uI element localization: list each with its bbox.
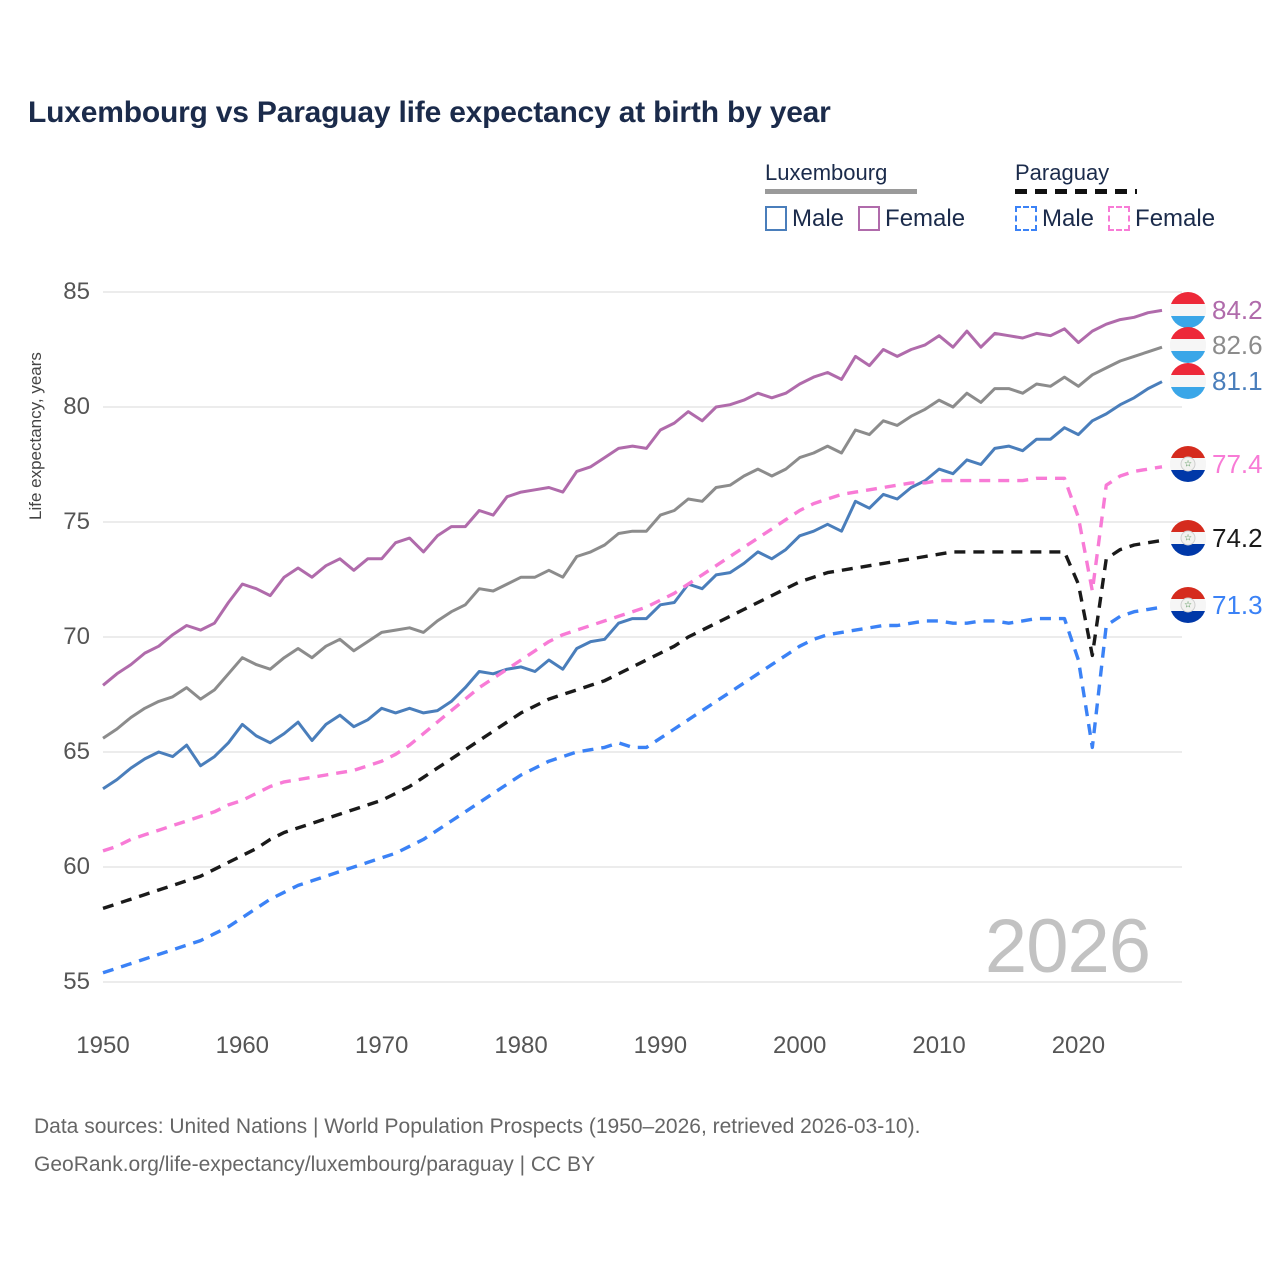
flag-stripe [1170,327,1206,339]
flag-stripe [1170,587,1206,599]
x-axis-tick-label: 1980 [494,1032,548,1059]
legend-swatch-icon [1108,206,1131,231]
legend-country-title: Paraguay [1015,160,1110,185]
x-axis-tick-label: 1990 [633,1032,688,1059]
legend-item-label: Female [1135,204,1216,232]
y-axis-tick-label: 55 [63,968,90,995]
series-end-label: 82.6 [1170,327,1263,363]
series-end-value: 82.6 [1212,329,1263,360]
y-axis-tick-label: 75 [63,508,90,535]
series-line-paraguay-female [102,465,1163,853]
y-axis-tick-label: 85 [63,278,90,305]
legend-country-rule [1015,189,1137,194]
x-axis-tick-label: 1950 [76,1032,130,1059]
paraguay-emblem-icon: ☆ [1180,530,1196,546]
flag-stripe [1170,469,1206,482]
flag-stripe [1170,374,1206,387]
series-end-label: 84.2 [1170,292,1263,328]
legend-item-paraguay-female[interactable]: Female [1108,206,1215,231]
year-watermark: 2026 [984,904,1151,989]
x-axis-tick-label: 2000 [773,1032,827,1059]
series-end-label: 81.1 [1170,363,1263,399]
footer-credits: Data sources: United Nations | World Pop… [34,1108,920,1184]
y-axis-tick-label: 80 [63,393,90,420]
flag-stripe [1170,292,1206,304]
legend-country-rule [765,189,917,194]
flag-stripe [1170,386,1206,399]
series-line-luxembourg-total [102,345,1163,740]
legend-item-luxembourg-male[interactable]: Male [765,206,844,231]
legend-item-paraguay-male[interactable]: Male [1015,206,1094,231]
x-axis-tick-label: 1960 [215,1032,270,1059]
legend-group-paraguay: Paraguay Male Female [1015,160,1215,231]
series-end-label: ☆ 77.4 [1170,446,1263,482]
y-axis-tick-label: 65 [63,738,90,765]
series-end-value: 81.1 [1212,365,1263,396]
flag-stripe [1170,446,1206,458]
luxembourg-flag-icon [1170,292,1206,328]
legend-item-label: Male [1042,204,1095,232]
series-end-value: 84.2 [1212,294,1263,325]
flag-stripe [1170,315,1206,328]
flag-stripe [1170,350,1206,363]
x-axis-tick-label: 2010 [912,1032,966,1059]
footer-line-url: GeoRank.org/life-expectancy/luxembourg/p… [34,1153,596,1176]
legend-items: Male Female [765,206,965,231]
paraguay-emblem-icon: ☆ [1180,456,1196,472]
flag-stripe [1170,363,1206,375]
legend-item-label: Male [792,204,845,232]
legend-item-label: Female [885,204,966,232]
legend-items: Male Female [1015,206,1215,231]
x-axis-tick-label: 2020 [1051,1032,1106,1059]
series-end-label: ☆ 71.3 [1170,587,1263,623]
series-end-value: 71.3 [1212,589,1263,620]
series-end-label: ☆ 74.2 [1170,520,1263,556]
series-end-value: 74.2 [1212,522,1263,553]
y-axis-tick-label: 60 [63,853,90,880]
x-axis-tick-label: 1970 [354,1032,409,1059]
chart-legend: Luxembourg Male Female Paraguay Male Female [760,160,1256,240]
flag-stripe [1170,610,1206,623]
flag-stripe [1170,303,1206,316]
series-line-paraguay-total [102,538,1163,911]
series-line-luxembourg-female [102,308,1163,687]
paraguay-flag-icon: ☆ [1170,446,1206,482]
legend-swatch-icon [1015,206,1037,231]
series-line-luxembourg-male [102,380,1163,791]
flag-stripe [1170,520,1206,532]
paraguay-emblem-icon: ☆ [1180,597,1196,613]
legend-country-title: Luxembourg [765,160,888,185]
footer-line-sources: Data sources: United Nations | World Pop… [34,1115,921,1138]
page-title: Luxembourg vs Paraguay life expectancy a… [28,96,831,129]
series-line-paraguay-male [102,605,1163,975]
legend-swatch-icon [858,206,881,231]
luxembourg-flag-icon [1170,363,1206,399]
paraguay-flag-icon: ☆ [1170,587,1206,623]
legend-swatch-icon [765,206,787,231]
flag-stripe [1170,543,1206,556]
y-axis-tick-label: 70 [63,623,90,650]
legend-group-luxembourg: Luxembourg Male Female [765,160,965,231]
series-end-value: 77.4 [1212,448,1263,479]
luxembourg-flag-icon [1170,327,1206,363]
flag-stripe [1170,338,1206,351]
y-axis-label: Life expectancy, years [26,352,45,520]
legend-item-luxembourg-female[interactable]: Female [858,206,965,231]
paraguay-flag-icon: ☆ [1170,520,1206,556]
